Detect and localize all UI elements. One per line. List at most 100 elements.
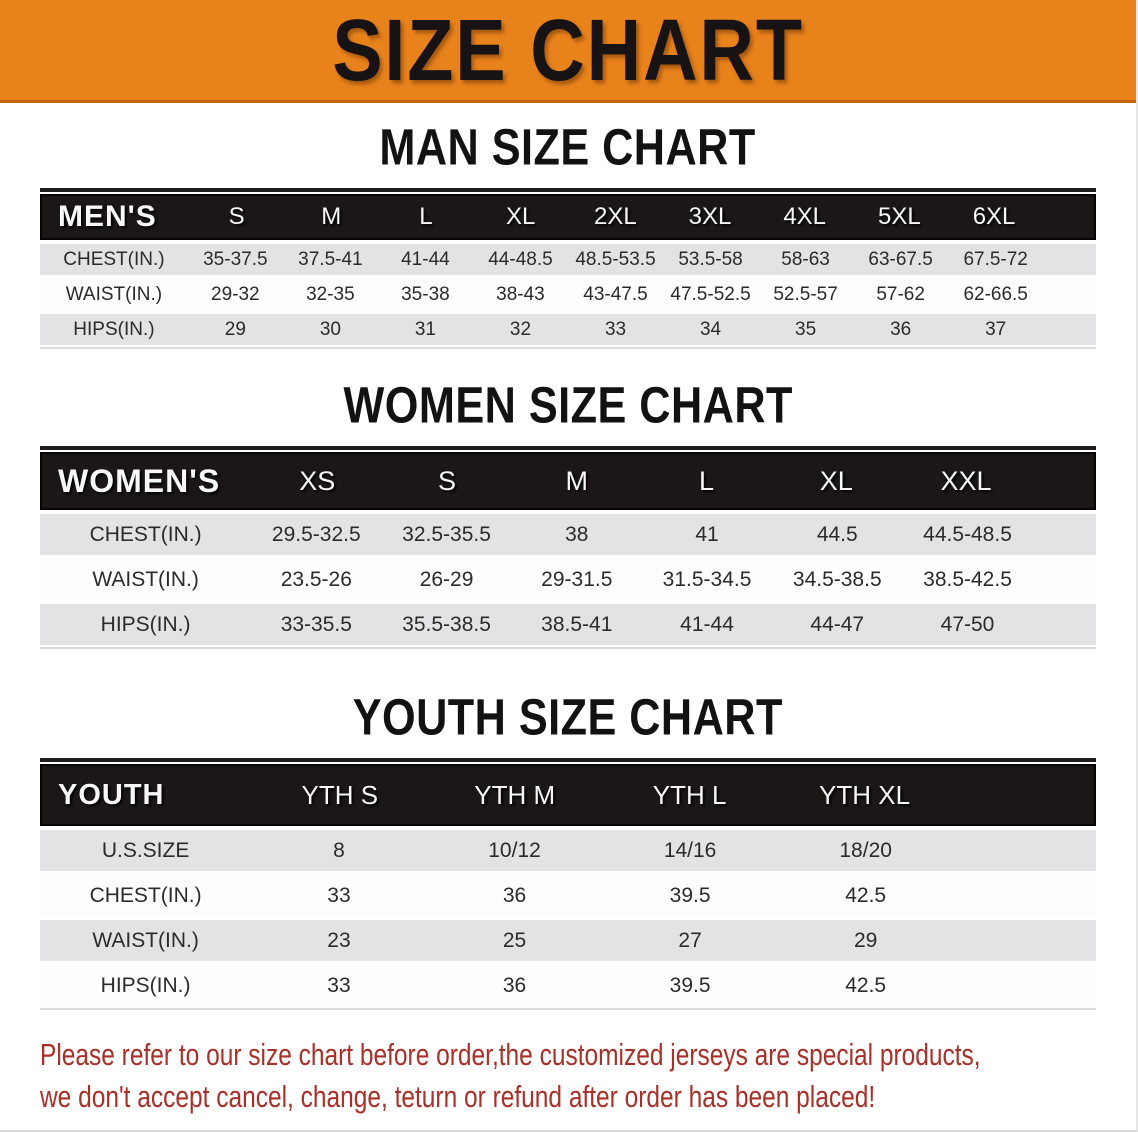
sections: MAN SIZE CHART MEN'S S M L XL 2XL 3XL 4XL 5XL 6XL C… xyxy=(0,117,1136,1010)
size-value: 29-32 xyxy=(211,283,260,305)
size-value: 38.5-41 xyxy=(541,612,613,636)
size-value: 18/20 xyxy=(839,838,892,862)
size-value: 63-67.5 xyxy=(868,248,933,270)
size-value: 14/16 xyxy=(663,838,717,862)
column-header-6xl: 6XL xyxy=(972,203,1016,230)
size-value: 58-63 xyxy=(781,248,830,270)
size-value: 42.5 xyxy=(845,973,887,997)
size-value: 35-37.5 xyxy=(203,248,268,270)
column-header-l: L xyxy=(699,465,715,496)
size-value: 31 xyxy=(414,318,436,340)
table-row: WAIST(IN.) 23 25 27 29 xyxy=(40,920,1096,961)
column-header-2xl: 2XL xyxy=(593,203,637,230)
size-value: 43-47.5 xyxy=(583,283,648,305)
size-value: 37 xyxy=(985,318,1007,340)
size-value: 39.5 xyxy=(669,883,711,907)
table-header-row: WOMEN'S XS S M L XL XXL xyxy=(40,452,1096,510)
disclaimer-line-2: we don't accept cancel, change, teturn o… xyxy=(40,1079,876,1115)
column-header-3xl: 3XL xyxy=(688,203,732,230)
size-value: 41-44 xyxy=(680,612,734,636)
column-header-s: S xyxy=(438,465,457,496)
table-corner-label: MEN'S xyxy=(58,200,157,233)
column-header-m: M xyxy=(321,203,342,230)
column-header-yth-s: YTH S xyxy=(301,779,379,810)
row-label: U.S.SIZE xyxy=(101,838,190,862)
disclaimer-line-1: Please refer to our size chart before or… xyxy=(40,1037,981,1072)
size-value: 38.5-42.5 xyxy=(923,567,1012,591)
size-value: 37.5-41 xyxy=(298,248,363,270)
size-value: 41-44 xyxy=(401,248,450,270)
size-value: 44.5 xyxy=(816,522,858,546)
table-corner-label: YOUTH xyxy=(58,778,165,811)
column-header-xl: XL xyxy=(819,465,853,496)
row-label: WAIST(IN.) xyxy=(92,928,199,952)
size-value: 38 xyxy=(565,522,589,546)
size-value: 30 xyxy=(319,318,341,340)
size-value: 29-31.5 xyxy=(541,567,613,591)
column-header-5xl: 5XL xyxy=(878,203,921,230)
size-value: 36 xyxy=(502,883,527,907)
size-value: 33-35.5 xyxy=(280,612,352,636)
table-header-row: YOUTH YTH S YTH M YTH L YTH XL xyxy=(40,764,1096,826)
column-header-yth-m: YTH M xyxy=(474,779,556,810)
size-value: 36 xyxy=(502,973,527,997)
row-label: CHEST(IN.) xyxy=(89,883,202,907)
youth-size-table: YOUTH YTH S YTH M YTH L YTH XL U.S.SIZE 8 10/12… xyxy=(40,758,1096,1010)
banner: SIZE CHART xyxy=(0,0,1136,103)
size-value: 10/12 xyxy=(488,838,541,862)
size-value: 29 xyxy=(224,318,246,340)
size-value: 42.5 xyxy=(845,883,887,907)
size-value: 57-62 xyxy=(876,283,925,305)
size-value: 32-35 xyxy=(306,283,355,305)
size-value: 38-43 xyxy=(496,283,545,305)
size-value: 39.5 xyxy=(669,973,711,997)
section-heading-youth: YOUTH SIZE CHART xyxy=(0,691,1136,742)
size-value: 8 xyxy=(333,838,345,862)
column-header-yth-l: YTH L xyxy=(652,779,727,810)
table-row: WAIST(IN.) 29-32 32-35 35-38 38-43 43-47.5 47.… xyxy=(40,279,1096,310)
size-value: 41 xyxy=(695,522,719,546)
section-heading-text: MAN SIZE CHART xyxy=(379,117,757,176)
size-value: 44-48.5 xyxy=(488,248,553,270)
section-heading-men: MAN SIZE CHART xyxy=(0,117,1136,176)
column-header-l: L xyxy=(419,203,433,230)
size-section-men: MAN SIZE CHART MEN'S S M L XL 2XL 3XL 4XL 5XL 6XL C… xyxy=(0,117,1136,349)
section-heading-women: WOMEN SIZE CHART xyxy=(0,379,1136,430)
size-value: 31.5-34.5 xyxy=(662,567,752,591)
table-row: U.S.SIZE 8 10/12 14/16 18/20 xyxy=(40,830,1096,871)
page-title: SIZE CHART xyxy=(332,1,804,99)
size-value: 48.5-53.5 xyxy=(575,248,656,270)
column-header-xxl: XXL xyxy=(940,465,992,496)
size-value: 33 xyxy=(327,973,351,997)
women-size-table: WOMEN'S XS S M L XL XXL CHEST(IN.) 29.5-32.5 32.5… xyxy=(40,446,1096,649)
table-row: CHEST(IN.) 29.5-32.5 32.5-35.5 38 41 44.5 44.5… xyxy=(40,514,1096,555)
size-value: 29.5-32.5 xyxy=(271,522,361,546)
size-value: 36 xyxy=(890,318,912,340)
table-row: CHEST(IN.) 35-37.5 37.5-41 41-44 44-48.5 48.5… xyxy=(40,244,1096,275)
size-value: 25 xyxy=(502,928,527,952)
column-header-xl: XL xyxy=(505,203,536,230)
size-value: 33 xyxy=(327,883,351,907)
disclaimer: Please refer to our size chart before or… xyxy=(40,1034,1096,1118)
size-value: 62-66.5 xyxy=(963,283,1028,305)
row-label: WAIST(IN.) xyxy=(65,283,163,305)
column-header-xs: XS xyxy=(299,465,336,496)
table-header-row: MEN'S S M L XL 2XL 3XL 4XL 5XL 6XL xyxy=(40,194,1096,240)
row-label: WAIST(IN.) xyxy=(92,567,199,591)
size-value: 33 xyxy=(604,318,627,340)
size-value: 32 xyxy=(509,318,532,340)
size-value: 47.5-52.5 xyxy=(670,283,751,305)
size-value: 52.5-57 xyxy=(773,283,838,305)
table-row: HIPS(IN.) 29 30 31 32 33 34 35 36 37 xyxy=(40,314,1096,345)
size-section-youth: YOUTH SIZE CHART YOUTH YTH S YTH M YTH L YTH … xyxy=(0,691,1136,1010)
size-value: 47-50 xyxy=(940,612,995,636)
size-value: 27 xyxy=(678,928,702,952)
row-label: HIPS(IN.) xyxy=(100,973,191,997)
size-value: 53.5-58 xyxy=(678,248,743,270)
size-value: 35-38 xyxy=(401,283,450,305)
size-value: 44-47 xyxy=(810,612,865,636)
table-row: CHEST(IN.) 33 36 39.5 42.5 xyxy=(40,875,1096,916)
table-row: WAIST(IN.) 23.5-26 26-29 29-31.5 31.5-34.5 34… xyxy=(40,559,1096,600)
size-value: 34 xyxy=(699,318,722,340)
size-value: 44.5-48.5 xyxy=(923,522,1012,546)
